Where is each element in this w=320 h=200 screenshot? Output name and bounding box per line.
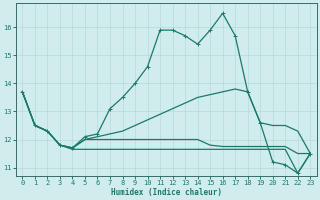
X-axis label: Humidex (Indice chaleur): Humidex (Indice chaleur): [111, 188, 222, 197]
